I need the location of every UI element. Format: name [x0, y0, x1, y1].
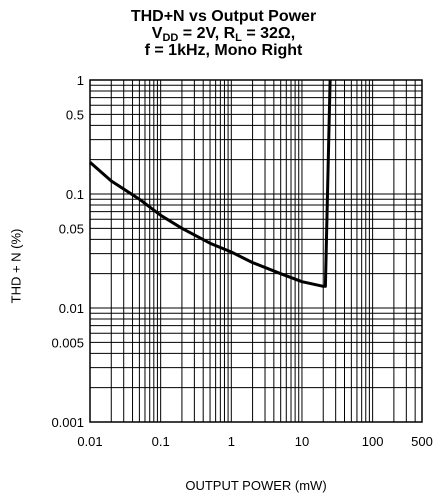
chart-title-line1: THD+N vs Output Power [130, 8, 317, 25]
title-vdd-v: V [151, 25, 163, 42]
x-tick-label: 0.1 [152, 434, 170, 449]
x-tick-label: 500 [411, 434, 433, 449]
y-tick-label: 0.05 [59, 221, 84, 236]
y-tick-label: 0.001 [51, 415, 84, 430]
chart-title-line3: f = 1kHz, Mono Right [144, 42, 303, 59]
title-rl-text: = 2V, R [178, 25, 236, 42]
chart-title-line2: VDD = 2V, RL = 32Ω, [0, 25, 447, 44]
title-rl-subscript: L [235, 32, 242, 44]
x-tick-label: 0.01 [77, 434, 102, 449]
title-rl-value: = 32Ω, [241, 25, 296, 42]
plot-border [89, 79, 423, 423]
x-axis-label: OUTPUT POWER (mW) [185, 478, 327, 493]
title-vdd-subscript: DD [162, 32, 179, 44]
x-tick-label: 100 [362, 434, 384, 449]
thd-n-series-line [89, 79, 332, 288]
x-tick-label: 10 [295, 434, 309, 449]
y-tick-label: 0.01 [59, 301, 84, 316]
y-tick-label: 1 [77, 73, 84, 88]
y-tick-label: 0.1 [66, 187, 84, 202]
x-tick-label: 1 [228, 434, 235, 449]
y-axis-label: THD + N (%) [8, 228, 24, 304]
y-tick-label: 0.5 [66, 107, 84, 122]
y-tick-label: 0.005 [51, 335, 84, 350]
